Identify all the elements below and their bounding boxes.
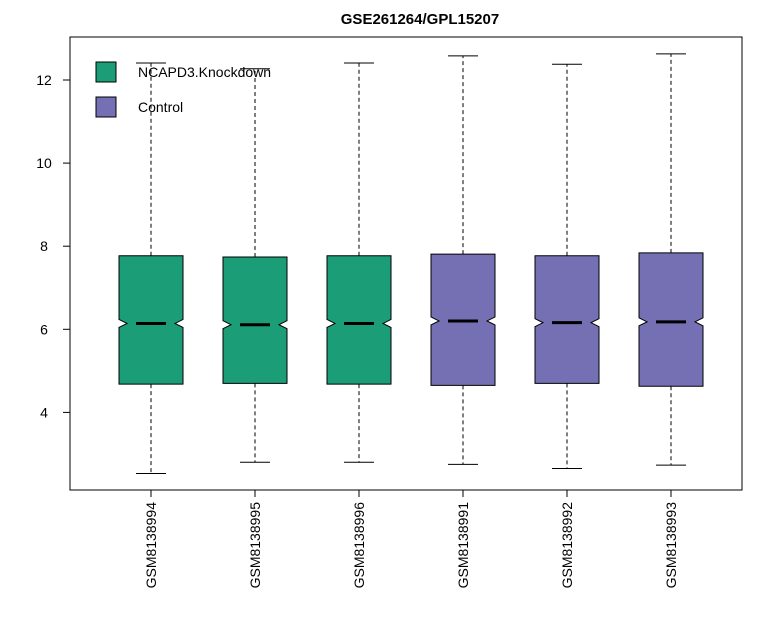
y-tick-label: 10 <box>36 155 52 171</box>
legend-item: NCAPD3.Knockdown <box>95 61 271 83</box>
box-body <box>534 255 600 384</box>
legend-label: NCAPD3.Knockdown <box>138 64 271 80</box>
chart-title: GSE261264/GPL15207 <box>341 11 499 28</box>
x-axis: GSM8138994 GSM8138995 GSM8138996 GSM8138991… <box>143 489 679 589</box>
y-tick-label: 8 <box>40 238 48 254</box>
box-GSM8138996 <box>326 62 392 463</box>
box-GSM8138993 <box>638 53 704 466</box>
legend-swatch <box>95 61 117 83</box>
box-GSM8138991 <box>430 55 496 465</box>
x-tick-label: GSM8138996 <box>351 502 367 589</box>
box-body <box>638 252 704 387</box>
legend: NCAPD3.Knockdown Control <box>95 61 271 118</box>
box-GSM8138992 <box>534 63 600 469</box>
x-tick-label: GSM8138991 <box>455 502 471 589</box>
box-GSM8138995 <box>222 68 288 463</box>
legend-item: Control <box>95 96 183 118</box>
box-body <box>118 255 184 385</box>
box-body <box>326 255 392 385</box>
box-series <box>118 53 704 474</box>
x-tick-label: GSM8138995 <box>247 502 263 589</box>
y-tick-label: 6 <box>40 321 48 337</box>
y-tick-label: 12 <box>36 72 52 88</box>
legend-swatch <box>95 96 117 118</box>
legend-label: Control <box>138 99 183 115</box>
x-tick-label: GSM8138992 <box>559 502 575 589</box>
box-GSM8138994 <box>118 62 184 474</box>
x-tick-label: GSM8138994 <box>143 502 159 589</box>
y-tick-label: 4 <box>40 404 48 420</box>
x-tick-label: GSM8138993 <box>663 502 679 589</box>
y-axis: 4 6 8 10 12 <box>36 72 71 420</box>
box-body <box>222 256 288 384</box>
